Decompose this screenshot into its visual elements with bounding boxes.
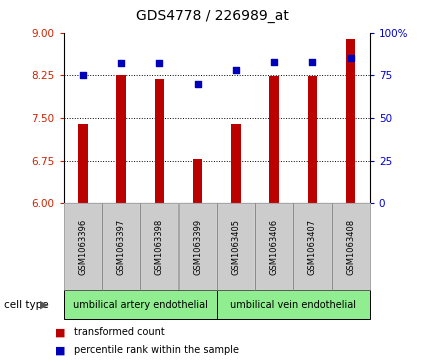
Text: GSM1063396: GSM1063396 bbox=[78, 219, 88, 275]
Bar bbox=[78, 124, 88, 203]
Text: GSM1063398: GSM1063398 bbox=[155, 219, 164, 275]
Point bbox=[79, 73, 86, 78]
Point bbox=[232, 67, 239, 73]
Bar bbox=[155, 79, 164, 203]
Text: GDS4778 / 226989_at: GDS4778 / 226989_at bbox=[136, 9, 289, 23]
Bar bbox=[269, 77, 279, 203]
Text: umbilical artery endothelial: umbilical artery endothelial bbox=[73, 300, 208, 310]
Text: umbilical vein endothelial: umbilical vein endothelial bbox=[230, 300, 356, 310]
Text: transformed count: transformed count bbox=[74, 327, 165, 337]
Point bbox=[309, 59, 316, 65]
Point bbox=[347, 56, 354, 61]
Text: GSM1063405: GSM1063405 bbox=[231, 219, 241, 275]
Text: percentile rank within the sample: percentile rank within the sample bbox=[74, 345, 239, 355]
Text: ▶: ▶ bbox=[40, 300, 49, 310]
Text: GSM1063399: GSM1063399 bbox=[193, 219, 202, 275]
Point bbox=[156, 61, 163, 66]
Text: cell type: cell type bbox=[4, 300, 49, 310]
Text: ■: ■ bbox=[55, 327, 66, 337]
Bar bbox=[231, 124, 241, 203]
Bar bbox=[346, 40, 355, 203]
Text: GSM1063407: GSM1063407 bbox=[308, 219, 317, 275]
Bar bbox=[116, 76, 126, 203]
Text: GSM1063406: GSM1063406 bbox=[269, 219, 279, 275]
Text: GSM1063408: GSM1063408 bbox=[346, 219, 355, 275]
Point bbox=[118, 61, 125, 66]
Bar bbox=[308, 77, 317, 203]
Point bbox=[194, 81, 201, 87]
Bar bbox=[193, 159, 202, 203]
Text: GSM1063397: GSM1063397 bbox=[116, 219, 126, 275]
Text: ■: ■ bbox=[55, 345, 66, 355]
Point bbox=[271, 59, 278, 65]
